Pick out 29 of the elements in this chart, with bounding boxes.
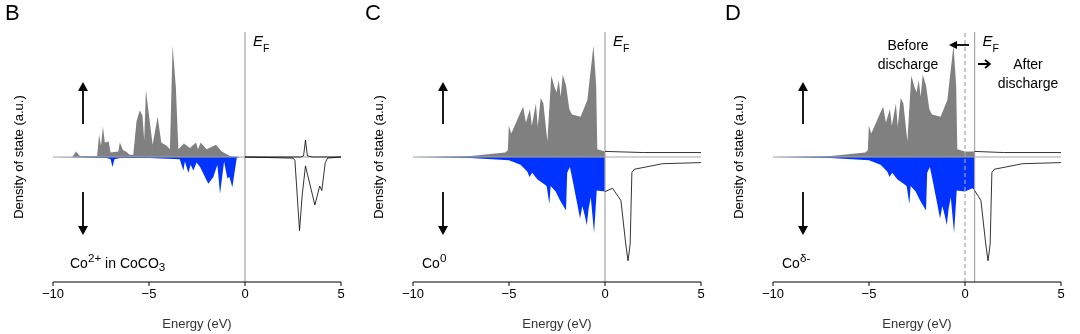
chart-title: C bbox=[365, 0, 381, 26]
chart-title: B bbox=[5, 0, 20, 26]
x-tick-label: 5 bbox=[1057, 286, 1065, 301]
annotation: After discharge bbox=[996, 55, 1060, 93]
x-tick-label: −10 bbox=[41, 286, 65, 301]
ref-line-label: E$_{F}$ bbox=[982, 32, 1000, 54]
x-tick-label: 5 bbox=[337, 286, 345, 301]
x-axis-title: Energy (eV) bbox=[882, 316, 952, 331]
ref-line-label: E$_{F}$ bbox=[253, 32, 270, 54]
ref-line-label: E$_{F}$ bbox=[613, 32, 630, 54]
x-tick-label: 0 bbox=[241, 286, 249, 301]
annotation: Before discharge bbox=[876, 36, 940, 74]
annotation: Co$^{δ-}$ bbox=[782, 250, 811, 273]
x-tick-label: 5 bbox=[697, 286, 705, 301]
y-axis-title: Density of state (a.u.) bbox=[10, 95, 26, 219]
x-tick-label: 0 bbox=[601, 286, 609, 301]
y-axis-title: Density of state (a.u.) bbox=[370, 95, 386, 219]
x-tick-label: −5 bbox=[141, 286, 157, 301]
annotation: Co$^{0}$ bbox=[422, 250, 447, 273]
x-axis-title: Energy (eV) bbox=[162, 316, 232, 331]
y-axis-title: Density of state (a.u.) bbox=[730, 95, 746, 219]
chart-title: D bbox=[725, 0, 741, 26]
x-tick-label: 0 bbox=[961, 286, 969, 301]
x-tick-label: −5 bbox=[501, 286, 517, 301]
x-tick-label: −5 bbox=[861, 286, 877, 301]
x-tick-label: −10 bbox=[401, 286, 425, 301]
x-axis-title: Energy (eV) bbox=[522, 316, 592, 331]
text: Co$^{2+}$ in CoCO$_{3}$ bbox=[70, 250, 166, 276]
x-tick-label: −10 bbox=[761, 286, 785, 301]
